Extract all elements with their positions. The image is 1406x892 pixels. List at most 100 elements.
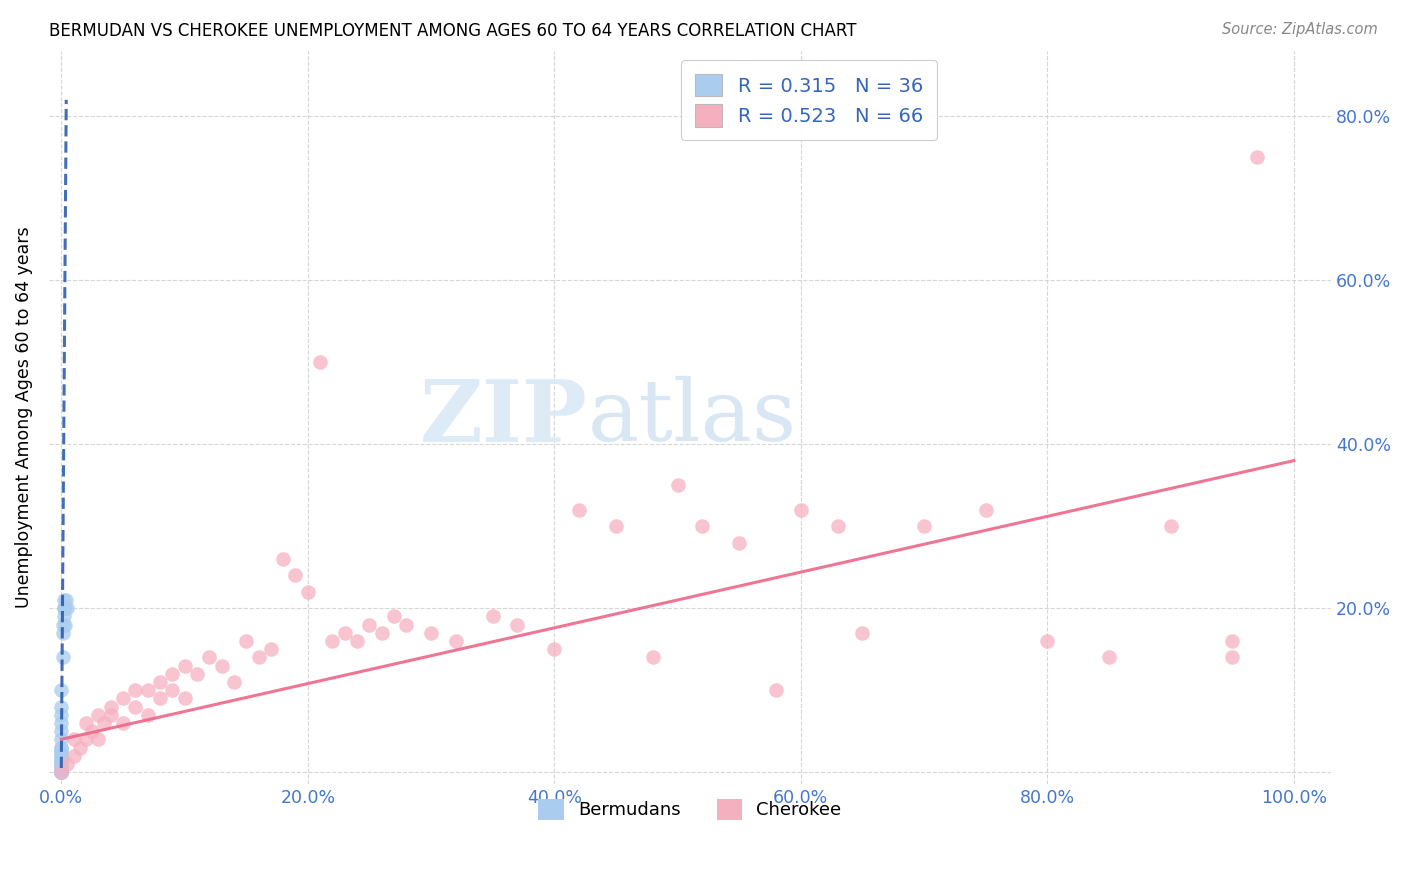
Point xyxy=(1220,634,1243,648)
Point xyxy=(605,519,627,533)
Point xyxy=(51,699,73,714)
Point xyxy=(51,765,73,780)
Point xyxy=(543,642,565,657)
Point xyxy=(62,748,84,763)
Point xyxy=(51,683,73,698)
Point xyxy=(124,699,146,714)
Point xyxy=(124,683,146,698)
Text: BERMUDAN VS CHEROKEE UNEMPLOYMENT AMONG AGES 60 TO 64 YEARS CORRELATION CHART: BERMUDAN VS CHEROKEE UNEMPLOYMENT AMONG … xyxy=(49,22,856,40)
Point xyxy=(728,535,751,549)
Point xyxy=(75,715,97,730)
Point xyxy=(149,675,172,690)
Point xyxy=(149,691,172,706)
Point xyxy=(235,634,257,648)
Point xyxy=(75,732,97,747)
Point xyxy=(93,715,115,730)
Point xyxy=(82,724,104,739)
Point xyxy=(51,753,73,767)
Point xyxy=(382,609,405,624)
Point xyxy=(160,666,183,681)
Text: Source: ZipAtlas.com: Source: ZipAtlas.com xyxy=(1222,22,1378,37)
Point xyxy=(51,765,73,780)
Point xyxy=(186,666,208,681)
Point xyxy=(51,740,73,755)
Point xyxy=(52,601,75,615)
Point xyxy=(173,691,195,706)
Point xyxy=(51,745,73,759)
Point xyxy=(55,593,77,607)
Text: ZIP: ZIP xyxy=(419,376,588,459)
Point xyxy=(198,650,221,665)
Point xyxy=(51,724,73,739)
Point xyxy=(765,683,787,698)
Point xyxy=(111,715,134,730)
Point xyxy=(420,625,443,640)
Point xyxy=(51,617,73,632)
Point xyxy=(100,707,122,722)
Point xyxy=(173,658,195,673)
Point xyxy=(51,756,73,771)
Point xyxy=(309,355,332,369)
Point xyxy=(974,503,997,517)
Point xyxy=(56,756,79,771)
Point xyxy=(51,740,73,755)
Point xyxy=(87,707,110,722)
Point xyxy=(827,519,849,533)
Point xyxy=(1098,650,1121,665)
Point xyxy=(568,503,591,517)
Point xyxy=(136,683,159,698)
Point xyxy=(51,765,73,780)
Point xyxy=(52,609,75,624)
Point xyxy=(506,617,529,632)
Point xyxy=(333,625,356,640)
Point xyxy=(790,503,813,517)
Point xyxy=(53,601,76,615)
Point xyxy=(346,634,368,648)
Point xyxy=(1036,634,1059,648)
Point xyxy=(51,715,73,730)
Point xyxy=(160,683,183,698)
Point xyxy=(297,584,319,599)
Point xyxy=(359,617,381,632)
Point xyxy=(912,519,935,533)
Point xyxy=(111,691,134,706)
Point xyxy=(395,617,418,632)
Point xyxy=(87,732,110,747)
Point xyxy=(211,658,233,673)
Point xyxy=(52,601,75,615)
Point xyxy=(284,568,307,582)
Point xyxy=(271,552,294,566)
Point xyxy=(51,765,73,780)
Y-axis label: Unemployment Among Ages 60 to 64 years: Unemployment Among Ages 60 to 64 years xyxy=(15,227,32,608)
Point xyxy=(51,707,73,722)
Point xyxy=(51,650,73,665)
Point xyxy=(247,650,270,665)
Point xyxy=(666,478,689,492)
Point xyxy=(851,625,873,640)
Point xyxy=(222,675,245,690)
Point xyxy=(51,756,73,771)
Point xyxy=(690,519,713,533)
Point xyxy=(53,617,76,632)
Point xyxy=(62,732,84,747)
Point xyxy=(321,634,343,648)
Point xyxy=(481,609,503,624)
Point xyxy=(51,745,73,759)
Point xyxy=(641,650,664,665)
Point xyxy=(51,748,73,763)
Point xyxy=(371,625,394,640)
Point xyxy=(51,765,73,780)
Point xyxy=(51,765,73,780)
Point xyxy=(1246,150,1268,164)
Point xyxy=(56,601,79,615)
Point xyxy=(52,593,75,607)
Point xyxy=(51,765,73,780)
Point xyxy=(136,707,159,722)
Point xyxy=(51,732,73,747)
Text: atlas: atlas xyxy=(588,376,797,459)
Point xyxy=(51,761,73,775)
Point xyxy=(444,634,467,648)
Point xyxy=(51,625,73,640)
Point xyxy=(69,740,91,755)
Point xyxy=(1160,519,1182,533)
